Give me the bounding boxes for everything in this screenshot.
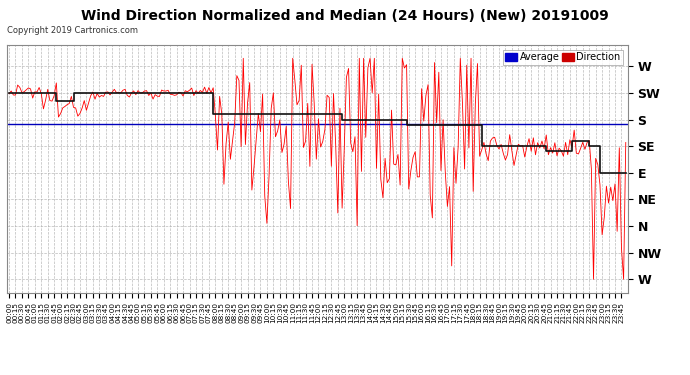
Text: Wind Direction Normalized and Median (24 Hours) (New) 20191009: Wind Direction Normalized and Median (24… xyxy=(81,9,609,23)
Text: Copyright 2019 Cartronics.com: Copyright 2019 Cartronics.com xyxy=(7,26,138,35)
Legend: Average, Direction: Average, Direction xyxy=(503,50,623,65)
